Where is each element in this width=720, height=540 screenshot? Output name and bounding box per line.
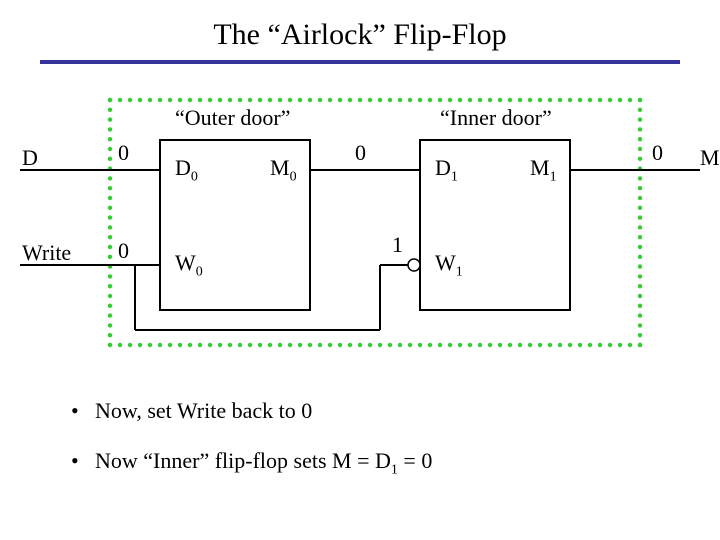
port-M1: M1 <box>530 155 557 185</box>
diagram-stage: “Outer door” “Inner door” D Write M 0 0 … <box>0 0 720 540</box>
bullet-1: Now, set Write back to 0 <box>95 398 312 424</box>
value-W1in: 1 <box>392 232 403 258</box>
port-D0: D0 <box>175 155 198 185</box>
port-D1: D1 <box>435 155 458 185</box>
value-D: 0 <box>118 140 129 166</box>
value-M: 0 <box>652 140 663 166</box>
input-Write-label: Write <box>22 240 71 266</box>
bullet-2: Now “Inner” flip-flop sets M = D1 = 0 <box>95 448 432 478</box>
outer-door-label: “Outer door” <box>175 105 290 131</box>
output-M-label: M <box>700 145 720 171</box>
port-M0: M0 <box>270 155 297 185</box>
inner-door-label: “Inner door” <box>440 105 552 131</box>
inverter-bubble <box>408 259 420 271</box>
port-W1: W1 <box>435 250 463 280</box>
value-M0: 0 <box>355 140 366 166</box>
port-W0: W0 <box>175 250 203 280</box>
input-D-label: D <box>22 145 38 171</box>
value-Write: 0 <box>118 238 129 264</box>
